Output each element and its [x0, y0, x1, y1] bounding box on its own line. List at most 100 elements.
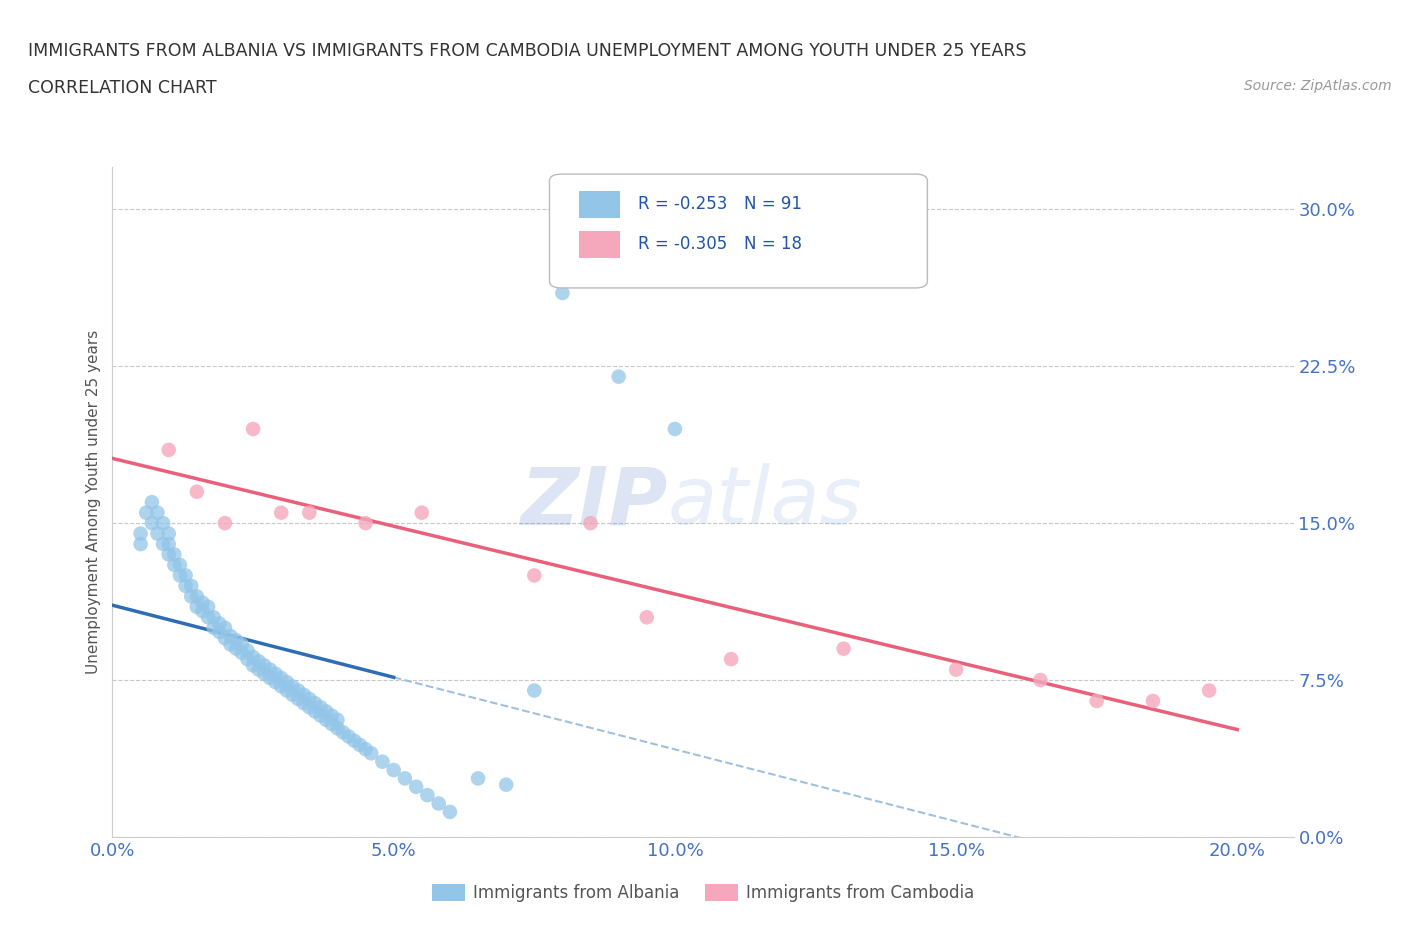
- Point: [315, 712, 337, 727]
- Point: [236, 644, 259, 658]
- Point: [416, 788, 439, 803]
- Point: [309, 709, 332, 724]
- Point: [174, 578, 197, 593]
- Point: [253, 658, 276, 673]
- Point: [411, 505, 433, 520]
- Point: [163, 547, 186, 562]
- Point: [253, 666, 276, 681]
- Point: [129, 537, 152, 551]
- Point: [326, 721, 349, 736]
- Point: [309, 700, 332, 715]
- Point: [264, 675, 287, 690]
- Point: [945, 662, 967, 677]
- Text: R = -0.305: R = -0.305: [638, 235, 727, 253]
- Point: [197, 610, 219, 625]
- Point: [405, 779, 427, 794]
- Point: [214, 631, 236, 645]
- Point: [360, 746, 382, 761]
- Point: [349, 737, 371, 752]
- Point: [636, 610, 658, 625]
- Point: [1142, 694, 1164, 709]
- Point: [242, 658, 264, 673]
- Point: [354, 516, 377, 531]
- Point: [208, 617, 231, 631]
- Point: [292, 696, 315, 711]
- Legend: Immigrants from Albania, Immigrants from Cambodia: Immigrants from Albania, Immigrants from…: [425, 878, 981, 909]
- Point: [371, 754, 394, 769]
- Text: ZIP: ZIP: [520, 463, 668, 541]
- Point: [270, 505, 292, 520]
- Point: [298, 692, 321, 707]
- Point: [664, 421, 686, 436]
- Text: R = -0.253: R = -0.253: [638, 195, 727, 213]
- Point: [197, 600, 219, 615]
- Point: [321, 717, 343, 732]
- Point: [180, 578, 202, 593]
- Point: [146, 505, 169, 520]
- Point: [214, 620, 236, 635]
- Point: [191, 604, 214, 618]
- Point: [186, 589, 208, 604]
- Point: [231, 637, 253, 652]
- Point: [129, 526, 152, 541]
- Point: [579, 516, 602, 531]
- Point: [382, 763, 405, 777]
- Point: [315, 704, 337, 719]
- Y-axis label: Unemployment Among Youth under 25 years: Unemployment Among Youth under 25 years: [86, 330, 101, 674]
- Point: [523, 568, 546, 583]
- Point: [259, 671, 281, 685]
- Point: [202, 620, 225, 635]
- Point: [326, 712, 349, 727]
- Point: [298, 505, 321, 520]
- Point: [270, 671, 292, 685]
- Point: [152, 516, 174, 531]
- Point: [169, 568, 191, 583]
- FancyBboxPatch shape: [579, 191, 620, 218]
- Point: [427, 796, 450, 811]
- Point: [1085, 694, 1108, 709]
- Point: [259, 662, 281, 677]
- Point: [287, 692, 309, 707]
- Point: [169, 558, 191, 573]
- Point: [394, 771, 416, 786]
- Point: [157, 526, 180, 541]
- Point: [354, 742, 377, 757]
- Point: [146, 526, 169, 541]
- Point: [191, 595, 214, 610]
- Text: atlas: atlas: [668, 463, 862, 541]
- Point: [551, 286, 574, 300]
- Point: [1198, 683, 1220, 698]
- Point: [720, 652, 742, 667]
- Point: [225, 642, 247, 657]
- Point: [152, 537, 174, 551]
- Point: [135, 505, 157, 520]
- Point: [225, 633, 247, 648]
- Point: [292, 687, 315, 702]
- Point: [343, 733, 366, 748]
- Point: [186, 600, 208, 615]
- Point: [214, 516, 236, 531]
- Text: N = 91: N = 91: [744, 195, 803, 213]
- Point: [264, 666, 287, 681]
- Point: [219, 637, 242, 652]
- Point: [242, 650, 264, 665]
- Point: [219, 629, 242, 644]
- Point: [281, 687, 304, 702]
- Point: [163, 558, 186, 573]
- Point: [281, 679, 304, 694]
- FancyBboxPatch shape: [550, 174, 928, 288]
- Point: [1029, 672, 1052, 687]
- FancyBboxPatch shape: [579, 231, 620, 258]
- Point: [467, 771, 489, 786]
- Point: [157, 537, 180, 551]
- Text: IMMIGRANTS FROM ALBANIA VS IMMIGRANTS FROM CAMBODIA UNEMPLOYMENT AMONG YOUTH UND: IMMIGRANTS FROM ALBANIA VS IMMIGRANTS FR…: [28, 42, 1026, 60]
- Point: [231, 645, 253, 660]
- Point: [202, 610, 225, 625]
- Point: [276, 683, 298, 698]
- Point: [304, 696, 326, 711]
- Point: [208, 625, 231, 640]
- Point: [321, 709, 343, 724]
- Point: [157, 547, 180, 562]
- Point: [141, 516, 163, 531]
- Point: [607, 369, 630, 384]
